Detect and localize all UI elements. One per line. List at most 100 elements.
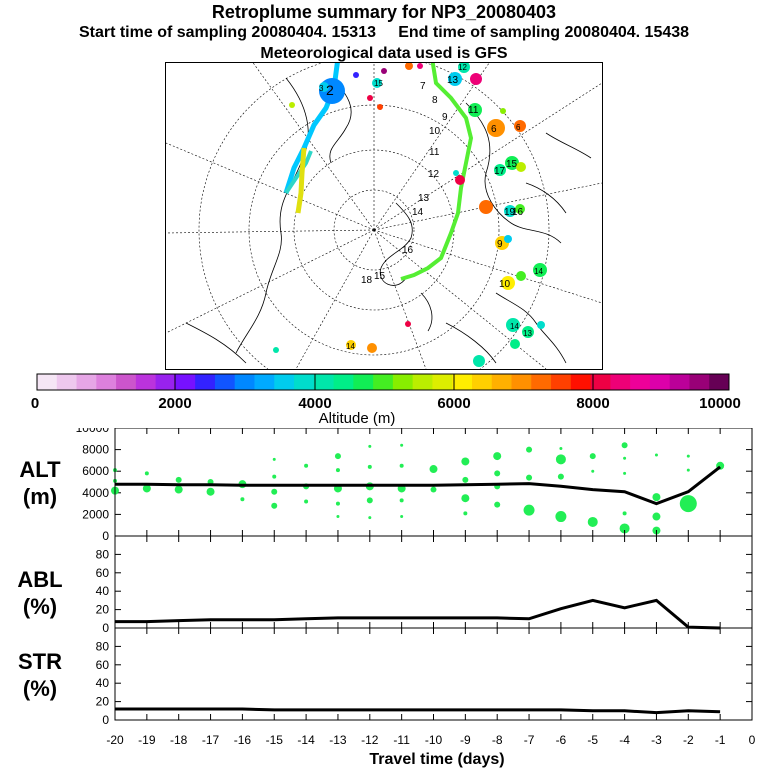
alt-cluster-bubble bbox=[621, 442, 628, 449]
y-tick-label: 0 bbox=[102, 621, 109, 635]
day-label: 16 bbox=[402, 245, 414, 256]
x-tick-label: -17 bbox=[202, 733, 220, 747]
day-label: 6 bbox=[516, 123, 521, 132]
map-cluster bbox=[500, 108, 506, 114]
colorbar-cell bbox=[37, 374, 58, 390]
alt-cluster-bubble bbox=[555, 511, 567, 523]
y-tick-label: 80 bbox=[96, 639, 110, 653]
alt-cluster-bubble bbox=[399, 463, 404, 468]
day-label: 19 bbox=[504, 207, 516, 218]
day-label: 16 bbox=[512, 207, 524, 218]
alt-cluster-bubble bbox=[461, 494, 470, 503]
plume-path-green bbox=[400, 63, 474, 281]
alt-cluster-bubble bbox=[335, 468, 340, 473]
alt-cluster-bubble bbox=[654, 453, 658, 457]
colorbar-cell bbox=[294, 374, 315, 390]
day-label: 18 bbox=[361, 275, 373, 286]
y-tick-label: 10000 bbox=[76, 428, 110, 435]
sampling-times: Start time of sampling 20080404. 15313 E… bbox=[0, 24, 768, 42]
colorbar-cell bbox=[392, 374, 414, 390]
met-data-label: Meteorological data used is GFS bbox=[260, 45, 508, 62]
x-tick-label: -15 bbox=[266, 733, 284, 747]
map-cluster bbox=[470, 73, 482, 85]
alt-cluster-bubble bbox=[366, 497, 373, 504]
alt-cluster-bubble bbox=[523, 504, 535, 516]
abl-panel-unit: (%) bbox=[23, 594, 57, 619]
alt-cluster-bubble bbox=[400, 443, 404, 447]
y-tick-label: 40 bbox=[96, 676, 110, 690]
start-time-label: Start time of sampling 20080404. 15313 bbox=[78, 24, 376, 41]
colorbar-cell bbox=[649, 374, 671, 390]
alt-cluster-bubble bbox=[368, 516, 372, 520]
x-tick-label: -3 bbox=[651, 733, 662, 747]
alt-cluster-bubble bbox=[271, 502, 278, 509]
day-label: 9 bbox=[497, 239, 503, 250]
map-cluster bbox=[367, 343, 377, 353]
plume-path-teal bbox=[284, 150, 313, 195]
colorbar-cell bbox=[669, 374, 690, 390]
map-grid bbox=[166, 63, 602, 369]
x-tick-label: -18 bbox=[170, 733, 188, 747]
alt-cluster-bubble bbox=[174, 485, 183, 494]
map-cluster bbox=[372, 78, 382, 88]
colorbar-cell bbox=[630, 374, 651, 390]
alt-cluster-bubble bbox=[526, 474, 533, 481]
alt-cluster-bubble bbox=[686, 454, 690, 458]
abl-panel: ABL (%) 0 20 40 60 80 bbox=[17, 547, 752, 635]
map-cluster bbox=[494, 164, 506, 176]
x-tick-label: -8 bbox=[492, 733, 503, 747]
colorbar-cell bbox=[96, 374, 117, 390]
colorbar-cell bbox=[254, 374, 275, 390]
day-label: 12 bbox=[428, 169, 440, 180]
alt-cluster-bubble bbox=[463, 511, 468, 516]
x-tick-label: -6 bbox=[556, 733, 567, 747]
map-cluster bbox=[515, 204, 525, 214]
day-label: 2 bbox=[326, 82, 334, 98]
x-tick-label: -4 bbox=[619, 733, 630, 747]
day-label: 7 bbox=[420, 81, 426, 92]
y-tick-label: 6000 bbox=[82, 464, 109, 478]
colorbar-cell bbox=[610, 374, 631, 390]
alt-cluster-bubble bbox=[272, 457, 276, 461]
y-tick-label: 8000 bbox=[82, 443, 109, 457]
colorbar-cell bbox=[234, 374, 255, 390]
x-tick-label: -19 bbox=[138, 733, 156, 747]
x-tick-label: -2 bbox=[683, 733, 694, 747]
alt-cluster-bubble bbox=[591, 469, 595, 473]
panel-frame bbox=[114, 535, 753, 629]
map-cluster bbox=[487, 119, 505, 137]
colorbar-cell bbox=[511, 374, 532, 390]
abl-y-axis: 0 20 40 60 80 bbox=[96, 547, 752, 635]
alt-cluster-bubble bbox=[430, 486, 437, 493]
str-panel-unit: (%) bbox=[23, 676, 57, 701]
alt-cluster-bubble bbox=[623, 456, 627, 460]
day-label: 15 bbox=[506, 159, 518, 170]
map-cluster bbox=[405, 63, 413, 70]
x-tick-label: -5 bbox=[587, 733, 598, 747]
day-label: 13 bbox=[447, 75, 459, 86]
map-cluster bbox=[479, 200, 493, 214]
colorbar-cell bbox=[76, 374, 97, 390]
day-label: 13 bbox=[523, 329, 532, 338]
chart-title: Retroplume summary for NP3_20080403 bbox=[211, 2, 557, 22]
alt-cluster-bubble bbox=[334, 453, 341, 460]
alt-cluster-bubble bbox=[367, 464, 372, 469]
colorbar-cell bbox=[531, 374, 552, 390]
day-label: 3 bbox=[319, 84, 324, 93]
map-cluster bbox=[377, 104, 383, 110]
colorbar-cell bbox=[175, 374, 196, 390]
y-tick-label: 2000 bbox=[82, 507, 109, 521]
day-label: 14 bbox=[412, 207, 424, 218]
alt-cluster-bubble bbox=[272, 474, 277, 479]
y-tick-label: 4000 bbox=[82, 486, 109, 500]
alt-cluster-bubble bbox=[175, 476, 182, 483]
map-cluster bbox=[448, 72, 462, 86]
colorbar-cell bbox=[56, 374, 78, 390]
map-cluster bbox=[455, 175, 465, 185]
colorbar-cell bbox=[570, 374, 592, 390]
alt-panel-unit: (m) bbox=[23, 484, 57, 509]
alt-cluster-bubble bbox=[271, 488, 278, 495]
map-cluster bbox=[367, 95, 373, 101]
alt-cluster-bubble bbox=[622, 511, 627, 516]
map-cluster bbox=[381, 68, 387, 74]
